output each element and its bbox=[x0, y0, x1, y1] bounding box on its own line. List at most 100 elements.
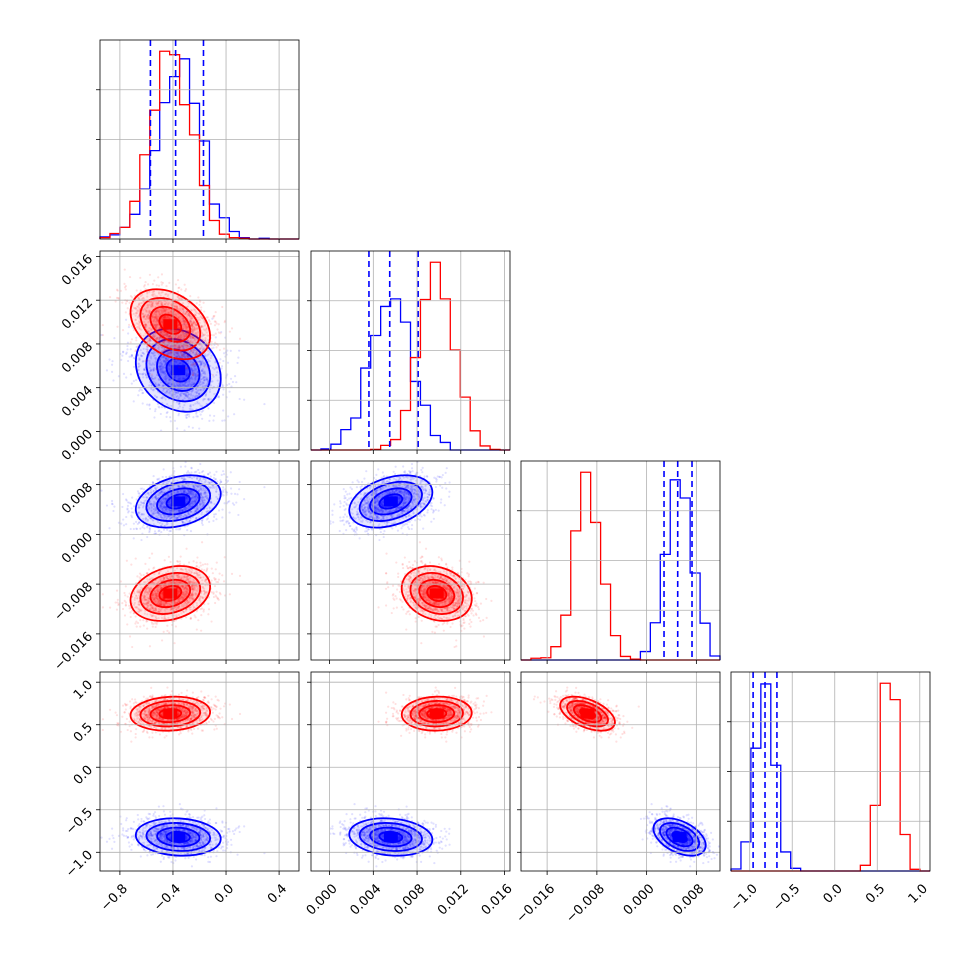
sample-point bbox=[160, 370, 163, 373]
sample-point bbox=[153, 335, 156, 338]
sample-point bbox=[173, 419, 177, 422]
sample-point bbox=[202, 371, 205, 374]
sample-point bbox=[155, 302, 158, 305]
sample-point bbox=[151, 334, 154, 337]
sample-point bbox=[178, 401, 181, 404]
sample-point bbox=[154, 382, 157, 386]
sample-point bbox=[152, 315, 155, 319]
sample-point bbox=[203, 310, 206, 313]
sample-point bbox=[185, 311, 188, 314]
sample-point bbox=[243, 498, 246, 501]
sample-point bbox=[204, 363, 207, 367]
sample-point bbox=[139, 364, 142, 367]
sample-point bbox=[169, 352, 172, 355]
sample-point bbox=[153, 363, 156, 366]
sample-point bbox=[156, 336, 159, 339]
sample-point bbox=[166, 358, 169, 362]
sample-point bbox=[101, 593, 104, 596]
sample-point bbox=[170, 390, 173, 393]
sample-point bbox=[178, 356, 181, 359]
sample-point bbox=[153, 530, 157, 533]
sample-point bbox=[142, 347, 145, 351]
sample-point bbox=[170, 336, 173, 339]
sample-point bbox=[120, 358, 123, 361]
sample-point bbox=[192, 332, 195, 335]
sample-point bbox=[155, 368, 158, 371]
sample-point bbox=[189, 405, 192, 408]
sample-point bbox=[195, 335, 198, 338]
sample-point bbox=[167, 334, 170, 337]
sample-point bbox=[190, 367, 193, 370]
sample-point bbox=[183, 383, 186, 386]
sample-point bbox=[208, 390, 211, 393]
sample-point bbox=[166, 352, 169, 355]
sample-point bbox=[194, 378, 197, 381]
sample-point bbox=[181, 392, 184, 395]
sample-point bbox=[178, 346, 181, 349]
sample-point bbox=[144, 372, 147, 375]
sample-point bbox=[139, 302, 142, 305]
sample-point bbox=[163, 364, 166, 367]
sample-point bbox=[157, 300, 160, 303]
sample-point bbox=[182, 337, 185, 340]
sample-point bbox=[207, 399, 211, 402]
sample-point bbox=[202, 372, 205, 375]
sample-point bbox=[211, 317, 214, 320]
sample-point bbox=[190, 317, 193, 320]
sample-point bbox=[195, 391, 198, 394]
sample-point bbox=[207, 318, 211, 322]
sample-point bbox=[200, 369, 204, 372]
sample-point bbox=[145, 572, 148, 575]
sample-point bbox=[131, 645, 134, 649]
sample-point bbox=[199, 383, 202, 386]
sample-point bbox=[182, 378, 186, 381]
sample-point bbox=[139, 625, 142, 628]
sample-point bbox=[149, 387, 153, 390]
sample-point bbox=[197, 384, 200, 387]
sample-point bbox=[121, 354, 124, 357]
sample-point bbox=[128, 301, 131, 304]
sample-point bbox=[158, 338, 161, 341]
sample-point bbox=[199, 300, 202, 303]
sample-point bbox=[145, 315, 148, 318]
sample-point bbox=[159, 330, 163, 333]
sample-point bbox=[203, 378, 206, 382]
sample-point bbox=[211, 373, 214, 377]
sample-point bbox=[200, 521, 204, 525]
sample-point bbox=[175, 528, 178, 531]
sample-point bbox=[142, 297, 145, 300]
sample-point bbox=[178, 383, 181, 387]
sample-point bbox=[178, 346, 181, 349]
sample-point bbox=[220, 330, 223, 334]
sample-point bbox=[154, 381, 157, 385]
sample-point bbox=[139, 276, 142, 279]
sample-point bbox=[186, 391, 189, 394]
sample-point bbox=[186, 368, 189, 371]
sample-point bbox=[208, 388, 212, 391]
sample-point bbox=[169, 560, 172, 564]
sample-point bbox=[130, 325, 133, 328]
sample-point bbox=[213, 320, 216, 323]
sample-point bbox=[191, 361, 195, 365]
sample-point bbox=[113, 337, 116, 340]
sample-point bbox=[226, 475, 229, 479]
sample-point bbox=[169, 351, 172, 354]
sample-point bbox=[158, 384, 161, 387]
sample-point bbox=[186, 394, 189, 397]
sample-point bbox=[185, 394, 189, 397]
sample-point bbox=[160, 397, 164, 400]
sample-point bbox=[192, 322, 195, 325]
sample-point bbox=[187, 393, 190, 396]
sample-point bbox=[183, 392, 186, 396]
sample-point bbox=[117, 296, 120, 300]
sample-point bbox=[189, 403, 192, 407]
sample-point bbox=[225, 383, 229, 387]
sample-point bbox=[228, 382, 231, 386]
histogram-series bbox=[521, 479, 721, 661]
sample-point bbox=[174, 355, 178, 358]
sample-point bbox=[170, 383, 173, 386]
sample-point bbox=[186, 374, 189, 377]
sample-point bbox=[143, 284, 146, 287]
sample-point bbox=[197, 357, 200, 360]
sample-point bbox=[149, 301, 152, 304]
